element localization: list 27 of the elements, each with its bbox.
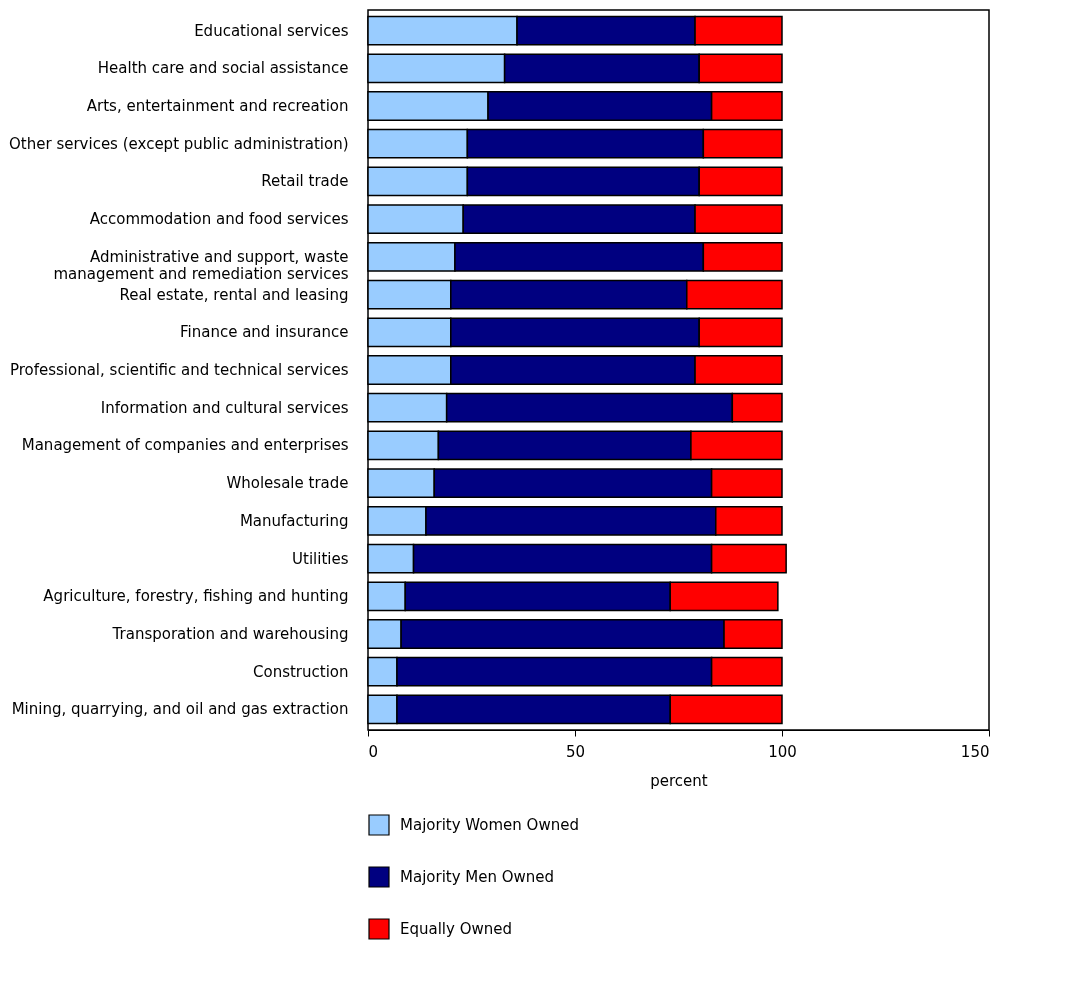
x-tick-label: 100 bbox=[768, 742, 797, 761]
y-tick-label: Educational services bbox=[194, 21, 349, 40]
y-tick-label: Health care and social assistance bbox=[97, 59, 349, 78]
y-tick-label: Mining, quarrying, and oil and gas extraction bbox=[11, 700, 349, 719]
legend-label: Majority Women Owned bbox=[400, 816, 579, 834]
x-tick-label: 150 bbox=[960, 742, 990, 761]
y-tick-label: Information and cultural services bbox=[100, 398, 349, 417]
x-tick-label: 50 bbox=[565, 742, 586, 761]
y-tick-label: Finance and insurance bbox=[180, 323, 349, 342]
y-tick-label: Arts, entertainment and recreation bbox=[86, 96, 349, 115]
y-tick-label: Retail trade bbox=[261, 172, 349, 191]
y-tick-label: Administrative and support, waste management and remediation services bbox=[53, 247, 349, 283]
y-tick-label: Wholesale trade bbox=[226, 474, 349, 493]
y-tick-label: Agriculture, forestry, fishing and hunting bbox=[43, 587, 349, 606]
x-tick-label: 0 bbox=[368, 742, 379, 761]
y-tick-label: Transporation and warehousing bbox=[111, 625, 349, 644]
y-tick-label: Management of companies and enterprises bbox=[21, 436, 349, 455]
y-tick-label: Professional, scientific and technical services bbox=[9, 361, 349, 379]
y-tick-label: Accommodation and food services bbox=[89, 210, 349, 229]
y-tick-label: Real estate, rental and leasing bbox=[119, 285, 349, 304]
x-axis-title: percent bbox=[650, 771, 708, 790]
y-tick-label: Manufacturing bbox=[239, 511, 349, 530]
y-tick-label: Utilities bbox=[292, 549, 349, 568]
y-tick-label: Other services (except public administration) bbox=[9, 134, 349, 153]
legend-label: Equally Owned bbox=[400, 920, 513, 938]
legend-label: Majority Men Owned bbox=[400, 868, 555, 886]
y-tick-label: Construction bbox=[252, 662, 349, 681]
